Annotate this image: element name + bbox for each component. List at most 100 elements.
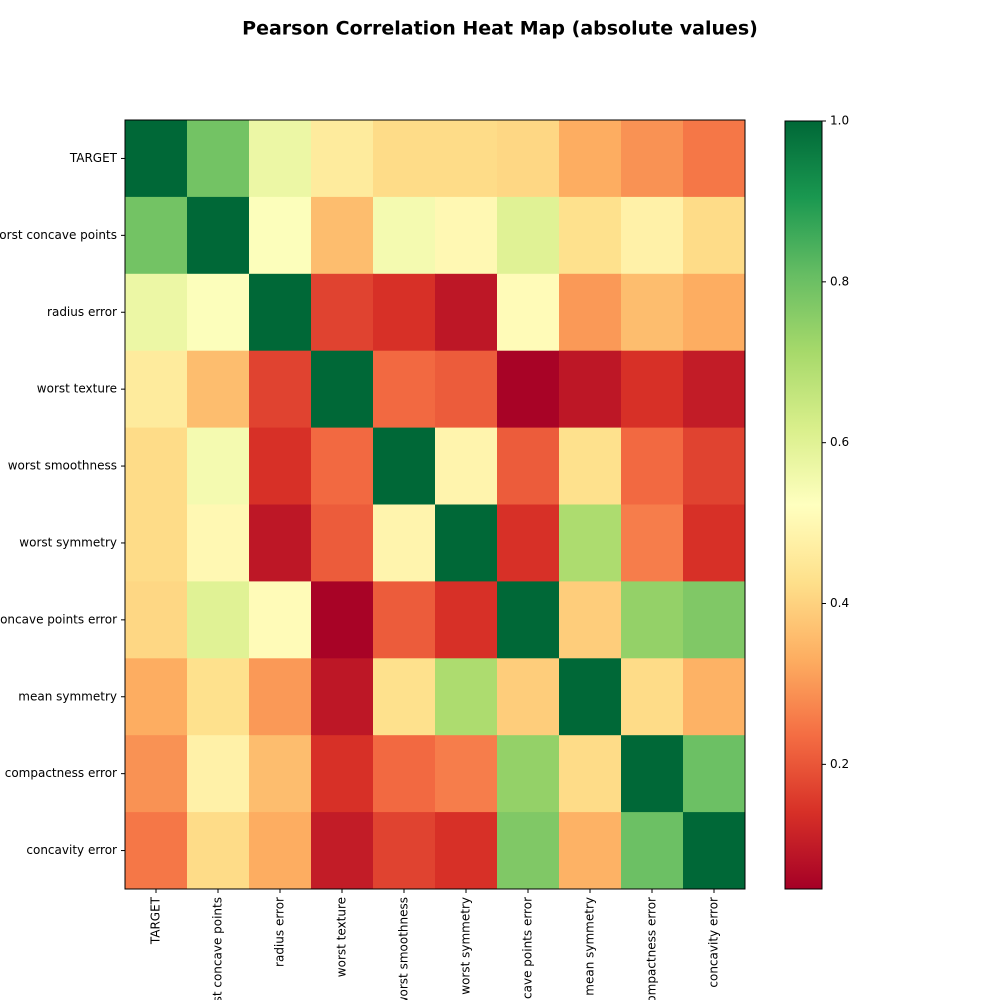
heatmap-cell	[311, 735, 374, 813]
heatmap-cell	[311, 120, 374, 198]
heatmap-cell	[683, 196, 746, 275]
heatmap-cell	[497, 581, 560, 659]
heatmap-cell	[497, 504, 560, 582]
heatmap-cell	[621, 273, 684, 352]
y-tick-label: worst symmetry	[19, 535, 117, 549]
heatmap-cell	[373, 273, 436, 352]
heatmap-cell	[435, 581, 498, 659]
heatmap-cell	[683, 273, 746, 352]
heatmap-cell	[249, 658, 312, 736]
heatmap-cell	[373, 427, 436, 505]
heatmap-cell	[683, 350, 746, 429]
y-tick-label: compactness error	[5, 766, 117, 780]
heatmap-cell	[621, 196, 684, 275]
heatmap-cell	[249, 427, 312, 505]
heatmap-cell	[373, 504, 436, 582]
heatmap-cell	[435, 812, 498, 890]
heatmap-cell	[187, 504, 250, 582]
heatmap-cell	[559, 196, 622, 275]
heatmap-cell	[435, 196, 498, 275]
heatmap-cell	[683, 581, 746, 659]
heatmap-cell	[311, 812, 374, 890]
colorbar	[784, 120, 823, 890]
heatmap-cell	[621, 735, 684, 813]
heatmap-cell	[435, 735, 498, 813]
heatmap-cell	[497, 658, 560, 736]
heatmap-cell	[249, 735, 312, 813]
x-tick-label: concave points error	[521, 897, 535, 1000]
heatmap-cell	[125, 658, 188, 736]
heatmap-cell	[311, 581, 374, 659]
x-tick-label: radius error	[273, 897, 287, 967]
heatmap-cell	[683, 735, 746, 813]
heatmap-cell	[187, 196, 250, 275]
y-tick-label: radius error	[47, 305, 117, 319]
heatmap-cell	[187, 120, 250, 198]
heatmap-cell	[621, 120, 684, 198]
heatmap-cell	[683, 658, 746, 736]
heatmap-cell	[187, 735, 250, 813]
heatmap-cell	[559, 658, 622, 736]
heatmap-cell	[683, 427, 746, 505]
heatmap-cell	[249, 120, 312, 198]
heatmap-cell	[435, 427, 498, 505]
heatmap-cell	[497, 812, 560, 890]
heatmap-cell	[125, 350, 188, 429]
colorbar-tick-label: 1.0	[830, 114, 849, 128]
heatmap-cell	[683, 504, 746, 582]
x-tick-label: worst concave points	[211, 897, 225, 1000]
heatmap-cell	[435, 273, 498, 352]
heatmap-cell	[311, 273, 374, 352]
heatmap-cell	[311, 504, 374, 582]
heatmap-cell	[559, 350, 622, 429]
y-tick-label: mean symmetry	[18, 689, 117, 703]
heatmap-cell	[373, 196, 436, 275]
heatmap-cell	[125, 120, 188, 198]
heatmap-cell	[373, 812, 436, 890]
heatmap-cell	[621, 427, 684, 505]
heatmap-cell	[435, 350, 498, 429]
heatmap-cell	[435, 120, 498, 198]
heatmap-cell	[435, 658, 498, 736]
colorbar-tick-label: 0.2	[830, 757, 849, 771]
y-tick-label: concavity error	[26, 843, 117, 857]
heatmap-cell	[497, 273, 560, 352]
heatmap-cell	[559, 427, 622, 505]
x-tick-label: compactness error	[645, 897, 659, 1000]
heatmap-cell	[373, 581, 436, 659]
heatmap-cell	[621, 658, 684, 736]
heatmap-cell	[373, 658, 436, 736]
heatmap-cell	[249, 273, 312, 352]
y-tick-label: worst texture	[37, 382, 117, 396]
x-tick-label: worst symmetry	[459, 897, 473, 995]
heatmap-cell	[311, 427, 374, 505]
heatmap-cell	[125, 581, 188, 659]
x-tick-label: concavity error	[707, 897, 721, 988]
heatmap-cell	[497, 196, 560, 275]
y-tick-label: worst smoothness	[8, 459, 117, 473]
heatmap-cell	[559, 273, 622, 352]
x-tick-label: worst smoothness	[397, 897, 411, 1000]
heatmap-cell	[497, 120, 560, 198]
heatmap-cell	[187, 812, 250, 890]
colorbar-tick-label: 0.4	[830, 596, 849, 610]
heatmap-cell	[497, 350, 560, 429]
heatmap-cell	[249, 504, 312, 582]
heatmap-cell	[125, 812, 188, 890]
x-tick-label: mean symmetry	[583, 897, 597, 996]
heatmap-cell	[373, 350, 436, 429]
heatmap-cell	[187, 273, 250, 352]
heatmap-cell	[373, 735, 436, 813]
heatmap-cell	[683, 812, 746, 890]
heatmap-cell	[125, 427, 188, 505]
heatmap-cell	[311, 196, 374, 275]
heatmap-cell	[621, 812, 684, 890]
heatmap-cell	[621, 504, 684, 582]
x-tick-label: TARGET	[149, 896, 163, 945]
heatmap-cell	[559, 581, 622, 659]
heatmap-cell	[311, 658, 374, 736]
heatmap-cell	[373, 120, 436, 198]
heatmap-cell	[249, 812, 312, 890]
heatmap-cell	[125, 273, 188, 352]
